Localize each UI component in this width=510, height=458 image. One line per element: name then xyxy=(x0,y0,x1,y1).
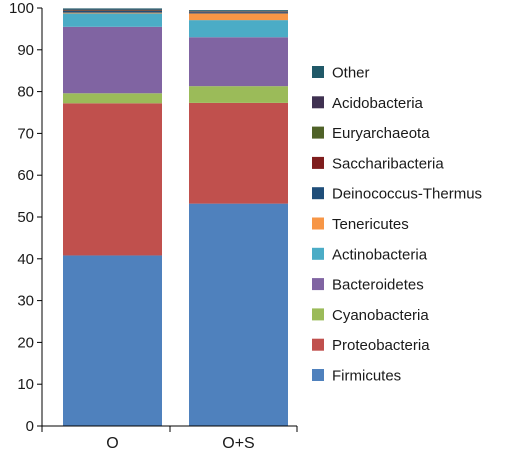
legend-swatch xyxy=(312,308,324,320)
legend-item: Saccharibacteria xyxy=(312,155,444,172)
legend-swatch xyxy=(312,218,324,230)
legend-label: Euryarchaeota xyxy=(332,125,430,142)
bar-segment-cyanobacteria-1 xyxy=(189,86,288,103)
y-tick-label: 10 xyxy=(17,376,34,393)
legend-item: Cyanobacteria xyxy=(312,307,429,324)
legend-label: Bacteroidetes xyxy=(332,277,424,294)
legend-label: Proteobacteria xyxy=(332,337,430,354)
legend-swatch xyxy=(312,96,324,108)
x-tick-label: O+S xyxy=(222,435,254,452)
y-tick-label: 60 xyxy=(17,167,34,184)
legend-item: Firmicutes xyxy=(312,368,401,385)
x-tick-label: O xyxy=(106,435,118,452)
bars-layer xyxy=(63,8,288,426)
legend-label: Actinobacteria xyxy=(332,246,428,263)
legend-item: Bacteroidetes xyxy=(312,277,424,294)
legend-item: Deinococcus-Thermus xyxy=(312,186,482,203)
y-tick-label: 80 xyxy=(17,84,34,101)
legend-swatch xyxy=(312,339,324,351)
legend-swatch xyxy=(312,248,324,260)
bar-segment-firmicutes-1 xyxy=(189,204,288,426)
legend-item: Tenericutes xyxy=(312,216,409,233)
legend-swatch xyxy=(312,66,324,78)
bar-segment-actinobacteria-1 xyxy=(189,20,288,37)
y-tick-label: 0 xyxy=(26,418,34,435)
legend-swatch xyxy=(312,127,324,139)
legend-label: Tenericutes xyxy=(332,216,409,233)
bar-segment-proteobacteria-0 xyxy=(63,103,162,255)
legend-swatch xyxy=(312,369,324,381)
bar-segment-other-0 xyxy=(63,8,162,9)
bar-segment-deinococcus-thermus-0 xyxy=(63,11,162,13)
y-tick-label: 30 xyxy=(17,293,34,310)
bar-segment-firmicutes-0 xyxy=(63,255,162,426)
bar-segment-bacteroidetes-1 xyxy=(189,37,288,86)
bar-segment-deinococcus-thermus-1 xyxy=(189,12,288,13)
bar-segment-tenericutes-0 xyxy=(63,13,162,14)
legend-item: Acidobacteria xyxy=(312,95,424,112)
y-tick-label: 40 xyxy=(17,251,34,268)
legend-label: Firmicutes xyxy=(332,368,401,385)
legend-swatch xyxy=(312,278,324,290)
bar-segment-tenericutes-1 xyxy=(189,13,288,20)
legend-label: Acidobacteria xyxy=(332,95,424,112)
y-tick-label: 100 xyxy=(9,0,34,17)
legend-item: Euryarchaeota xyxy=(312,125,430,142)
bar-segment-proteobacteria-1 xyxy=(189,103,288,204)
legend-item: Proteobacteria xyxy=(312,337,430,354)
legend-label: Deinococcus-Thermus xyxy=(332,186,482,203)
legend-swatch xyxy=(312,187,324,199)
legend-label: Other xyxy=(332,65,370,82)
bar-segment-cyanobacteria-0 xyxy=(63,93,162,103)
y-tick-label: 90 xyxy=(17,42,34,59)
legend-item: Other xyxy=(312,65,370,82)
bar-segment-actinobacteria-0 xyxy=(63,13,162,26)
legend-label: Cyanobacteria xyxy=(332,307,429,324)
legend: Other Acidobacteria Euryarchaeota Saccharib… xyxy=(312,65,482,385)
bar-segment-bacteroidetes-0 xyxy=(63,27,162,93)
y-tick-label: 20 xyxy=(17,334,34,351)
y-tick-label: 50 xyxy=(17,209,34,226)
y-tick-label: 70 xyxy=(17,125,34,142)
bar-segment-other-1 xyxy=(189,10,288,11)
legend-label: Saccharibacteria xyxy=(332,155,444,172)
legend-item: Actinobacteria xyxy=(312,246,428,263)
legend-swatch xyxy=(312,157,324,169)
